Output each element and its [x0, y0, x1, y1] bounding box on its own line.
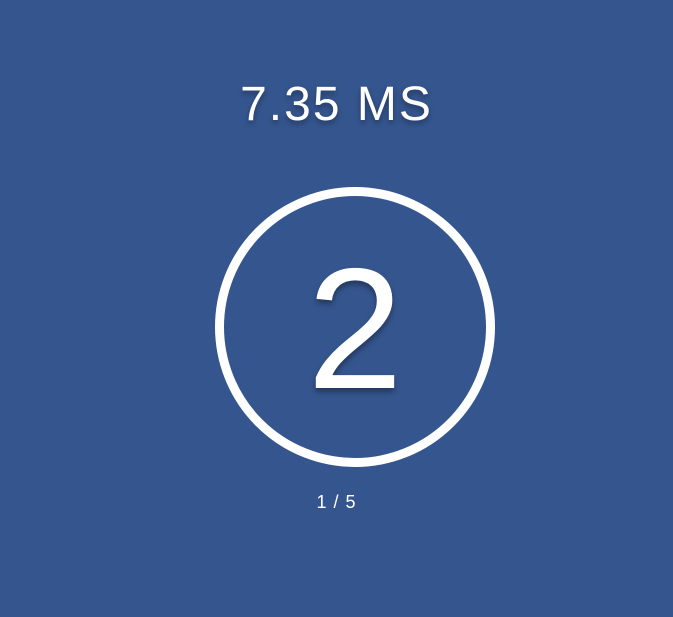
progress-counter: 1 / 5	[316, 492, 357, 512]
target-number: 2	[307, 233, 403, 425]
elapsed-time: 7.35 MS	[240, 78, 433, 131]
target-circle-button[interactable]: 2	[215, 187, 495, 467]
